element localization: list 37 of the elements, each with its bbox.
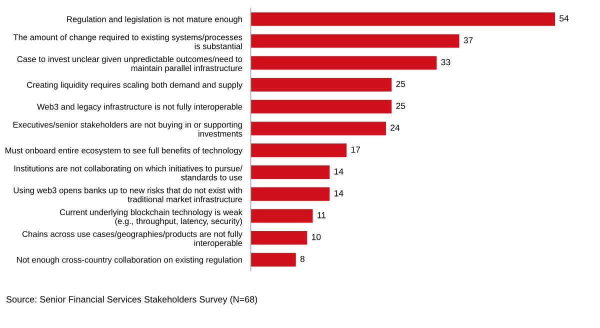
bar: [250, 165, 330, 179]
source-note: Source: Senior Financial Services Stakeholders Survey (N=68): [6, 296, 258, 304]
data-label: 14: [334, 190, 344, 196]
bar: [250, 209, 313, 223]
data-label: 17: [351, 146, 360, 153]
data-label: 25: [396, 102, 406, 109]
bar: [250, 56, 437, 70]
data-label: 10: [312, 234, 321, 240]
y-tick-label: Web3 and legacy infrastructure is not fully interoperable: [37, 104, 242, 112]
y-tick-label: Executives/senior stakeholders are not buying in or supporting investments: [13, 122, 242, 137]
bar: [250, 122, 386, 136]
bar: [250, 187, 330, 201]
data-label: 11: [318, 212, 326, 218]
data-label: 8: [300, 256, 305, 262]
y-tick-label: Not enough cross-country collaboration on existing regulation: [17, 256, 242, 264]
y-tick-label: Creating liquidity requires scaling both demand and supply: [27, 82, 242, 90]
bar: [250, 78, 392, 92]
y-tick-label: Current underlying blockchain technology is weak (e.g., throughput, latency, security): [60, 209, 242, 226]
data-label: 25: [396, 80, 406, 88]
bar: [250, 144, 347, 158]
data-label: 33: [441, 59, 450, 66]
y-tick-label: The amount of change required to existing systems/processes is substantial: [13, 34, 242, 50]
bar: [250, 252, 296, 266]
bar: [250, 34, 460, 48]
data-label: 54: [560, 15, 569, 22]
y-tick-label: Regulation and legislation is not mature enough: [67, 16, 242, 24]
y-tick-label: Institutions are not collaborating on which initiatives to pursue/ standards to use: [14, 165, 242, 180]
bar: [250, 12, 555, 26]
data-label: 24: [390, 124, 400, 131]
bar: [250, 231, 308, 245]
y-tick-label: Using web3 opens banks up to new risks that do not exist with traditional market infrastructure: [14, 187, 242, 202]
y-tick-label: Chains across use cases/geographies/products are not fully interoperable: [22, 230, 242, 248]
data-label: 37: [464, 37, 473, 44]
y-tick-label: Must onboard entire ecosystem to see full benefits of technology: [6, 147, 242, 156]
data-label: 14: [334, 168, 344, 174]
y-tick-label: Case to invest unclear given unpredictable outcomes/need to maintain parallel infrastructure: [17, 56, 242, 73]
bar: [250, 100, 392, 114]
